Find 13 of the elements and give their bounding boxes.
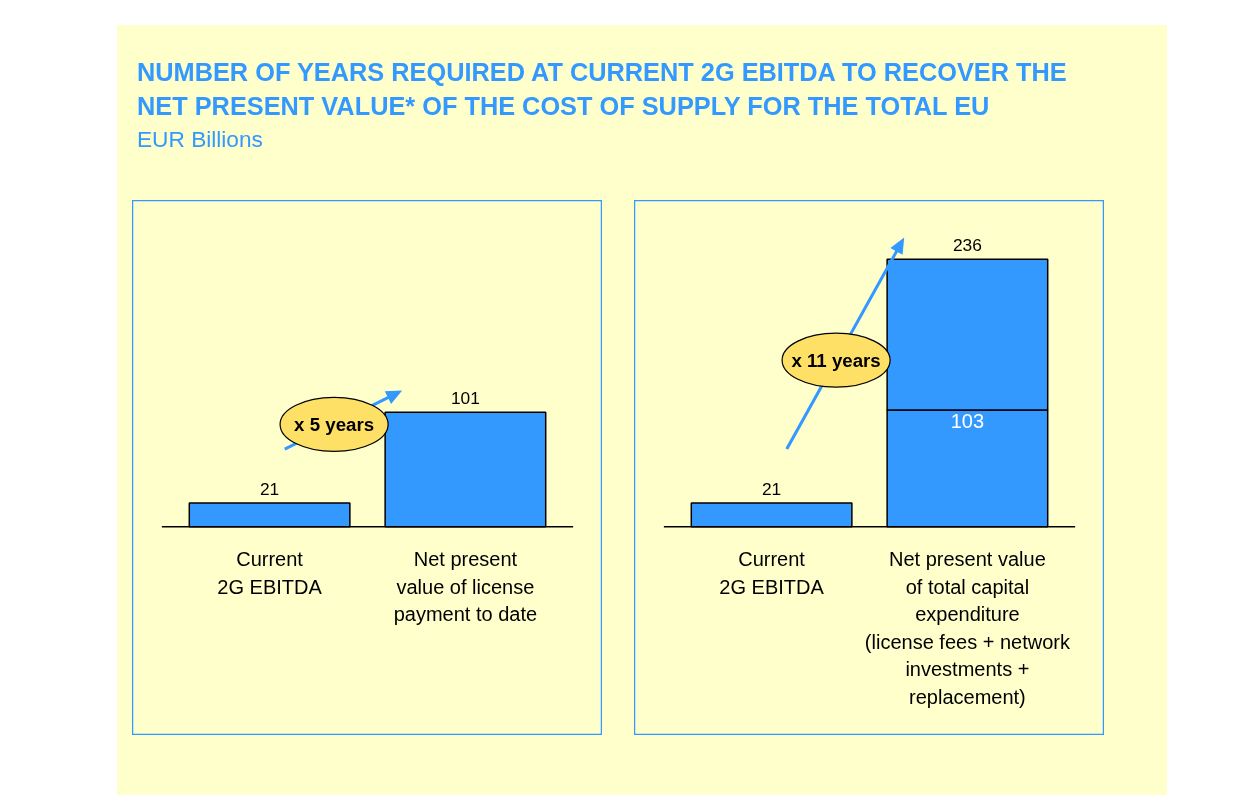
data-label: 21	[259, 479, 280, 500]
x-tick-label: Current 2G EBITDA	[217, 548, 323, 598]
data-label: 21	[761, 479, 782, 500]
x-tick-label: Net present value of license payment to date	[393, 548, 538, 626]
chart-subtitle: EUR Billions	[137, 125, 264, 155]
data-label: 101	[450, 388, 480, 409]
chart-title: NUMBER OF YEARS REQUIRED AT CURRENT 2G EBITDA TO RECOVER THE NET PRESENT VALUE* OF THE COST OF SUPPLY FOR THE TOTAL EU	[137, 57, 1068, 123]
x-tick-label: Net present value of total capital expenditure (license fees + network investments + replacement)	[864, 548, 1071, 708]
total-label: 236	[952, 235, 982, 256]
annotation: x 5 years	[294, 413, 375, 435]
x-tick-label: Current 2G EBITDA	[719, 548, 825, 598]
annotation: x 11 years	[791, 349, 881, 371]
data-label: 103	[950, 410, 985, 433]
